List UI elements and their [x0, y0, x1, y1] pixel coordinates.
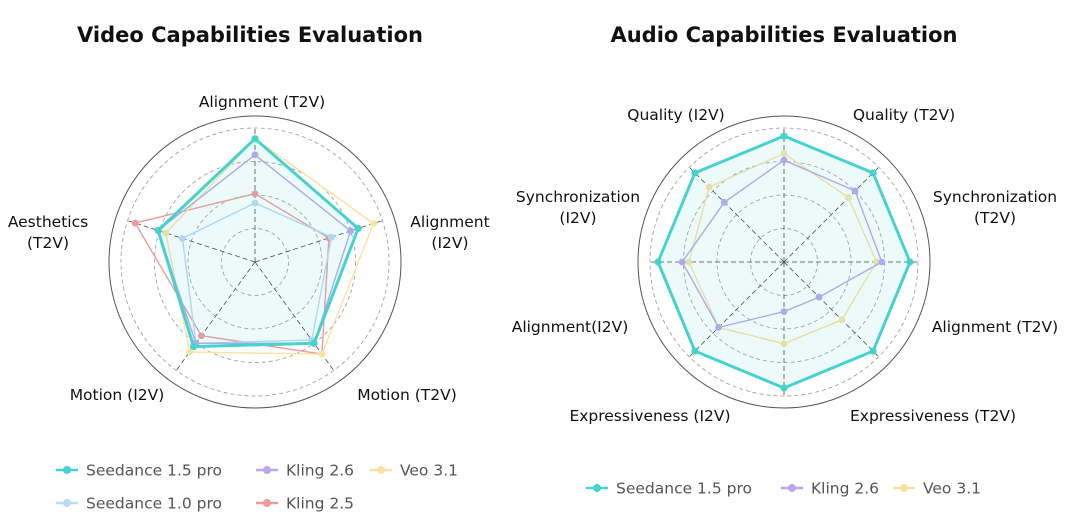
data-point-veo-3-1	[162, 229, 170, 237]
chart-title: Video Capabilities Evaluation	[77, 23, 423, 47]
legend-item-kling-2-6: Kling 2.6	[781, 480, 879, 498]
data-point-veo-3-1	[780, 150, 788, 157]
axis-label: Motion (I2V)	[70, 386, 165, 404]
axis-label: Synchronization (I2V)	[516, 188, 640, 227]
data-point-kling-2-6	[815, 293, 823, 301]
data-point-veo-3-1	[845, 194, 852, 201]
legend-swatch-dot	[593, 484, 601, 492]
data-point-seedance-1-0-pro	[178, 234, 186, 242]
audio-legend: Seedance 1.5 pro Kling 2.6 Veo 3.1	[586, 480, 981, 498]
legend-label: Seedance 1.5 pro	[86, 462, 222, 480]
legend-item-veo-3-1: Veo 3.1	[370, 462, 458, 480]
data-point-kling-2-6	[780, 308, 788, 315]
axis-spoke	[783, 166, 880, 263]
data-point-seedance-1-5-pro	[780, 132, 788, 140]
axis-label: Alignment (T2V)	[199, 93, 325, 111]
data-point-kling-2-5	[251, 190, 259, 198]
data-point-kling-2-6	[720, 198, 728, 206]
data-point-veo-3-1	[685, 258, 693, 266]
data-point-kling-2-6	[347, 227, 354, 235]
series-line-veo-3-1	[165, 137, 375, 355]
legend-item-veo-3-1: Veo 3.1	[893, 480, 981, 498]
data-point-seedance-1-5-pro	[310, 339, 318, 347]
data-point-kling-2-6	[851, 187, 859, 195]
axis-label: Synchronization (T2V)	[933, 188, 1057, 227]
data-point-kling-2-6	[251, 151, 259, 159]
axis-spoke	[254, 261, 335, 371]
legend-swatch-dot	[377, 466, 385, 474]
axis-label: Alignment (T2V)	[932, 318, 1058, 336]
legend-swatch-dot	[63, 466, 71, 474]
data-point-kling-2-6	[878, 258, 886, 266]
axis-spoke	[688, 166, 785, 263]
axis-label: Aesthetics (T2V)	[8, 213, 88, 252]
data-point-seedance-1-5-pro	[251, 135, 259, 143]
data-point-veo-3-1	[780, 340, 788, 348]
legend-label: Seedance 1.5 pro	[616, 480, 752, 498]
legend-item-kling-2-6: Kling 2.6	[256, 462, 354, 480]
video-radar-chart: Video Capabilities Evaluation Alignment (…	[8, 23, 490, 409]
axis-label: Expressiveness (T2V)	[850, 407, 1016, 425]
audio-radar-chart: Audio Capabilities Evaluation Quality (T2…	[512, 23, 1058, 425]
legend-item-seedance-1-5-pro: Seedance 1.5 pro	[586, 480, 752, 498]
data-point-seedance-1-5-pro	[906, 258, 914, 266]
data-point-kling-2-6	[678, 258, 686, 266]
series-line-seedance-1-0-pro	[181, 202, 333, 344]
data-point-seedance-1-5-pro	[691, 169, 699, 177]
legend-swatch-dot	[63, 499, 71, 507]
axis-spoke	[783, 261, 880, 358]
data-point-veo-3-1	[186, 348, 194, 356]
data-point-kling-2-5	[131, 219, 139, 227]
axis-spoke	[127, 220, 256, 263]
data-point-seedance-1-5-pro	[869, 169, 877, 177]
axis-spoke	[254, 220, 383, 263]
axis-label: Quality (I2V)	[627, 106, 724, 124]
legend-label: Seedance 1.0 pro	[86, 495, 222, 513]
legend-label: Kling 2.6	[286, 462, 354, 480]
data-point-seedance-1-5-pro	[780, 384, 788, 392]
data-point-seedance-1-5-pro	[354, 224, 362, 233]
axis-label: Alignment(I2V)	[512, 318, 629, 336]
axis-label: Alignment(I2V)	[410, 213, 489, 252]
legend-swatch-dot	[263, 499, 271, 507]
axis-label: Motion (T2V)	[357, 386, 457, 404]
data-point-veo-3-1	[705, 183, 713, 191]
legend-item-kling-2-5: Kling 2.5	[256, 495, 354, 513]
data-point-seedance-1-5-pro	[189, 342, 198, 351]
axis-spoke	[688, 261, 785, 358]
data-point-seedance-1-5-pro	[654, 258, 662, 266]
data-point-seedance-1-0-pro	[251, 199, 259, 207]
chart-title: Audio Capabilities Evaluation	[610, 23, 957, 47]
data-point-veo-3-1	[838, 316, 846, 324]
data-point-veo-3-1	[318, 350, 326, 358]
axis-label: Expressiveness (I2V)	[569, 407, 730, 425]
legend-item-seedance-1-0-pro: Seedance 1.0 pro	[56, 495, 222, 513]
data-point-seedance-1-0-pro	[328, 233, 335, 241]
axis-spoke	[175, 261, 256, 371]
legend-item-seedance-1-5-pro: Seedance 1.5 pro	[56, 462, 222, 480]
axis-label: Quality (T2V)	[853, 106, 955, 124]
legend-label: Kling 2.6	[811, 480, 879, 498]
data-point-seedance-1-5-pro	[691, 347, 699, 355]
data-point-veo-3-1	[370, 220, 377, 227]
legend-label: Veo 3.1	[923, 480, 981, 498]
data-point-kling-2-6	[780, 156, 788, 164]
legend-swatch-dot	[788, 484, 796, 492]
legend-swatch-dot	[900, 484, 908, 492]
grid-ring	[120, 127, 390, 397]
legend-swatch-dot	[263, 466, 271, 474]
legend-label: Kling 2.5	[286, 495, 354, 513]
video-legend: Seedance 1.5 pro Kling 2.6 Veo 3.1 Seedance…	[56, 462, 458, 513]
grid-ring	[649, 127, 919, 397]
series-line-kling-2-6	[157, 154, 352, 344]
data-point-seedance-1-5-pro	[869, 347, 877, 355]
outer-ring	[637, 115, 931, 409]
data-point-kling-2-6	[715, 323, 723, 331]
data-point-seedance-1-5-pro	[154, 226, 162, 235]
legend-label: Veo 3.1	[400, 462, 458, 480]
outer-ring	[108, 115, 402, 409]
data-point-kling-2-5	[198, 332, 205, 340]
series-line-seedance-1-5-pro	[156, 137, 360, 349]
